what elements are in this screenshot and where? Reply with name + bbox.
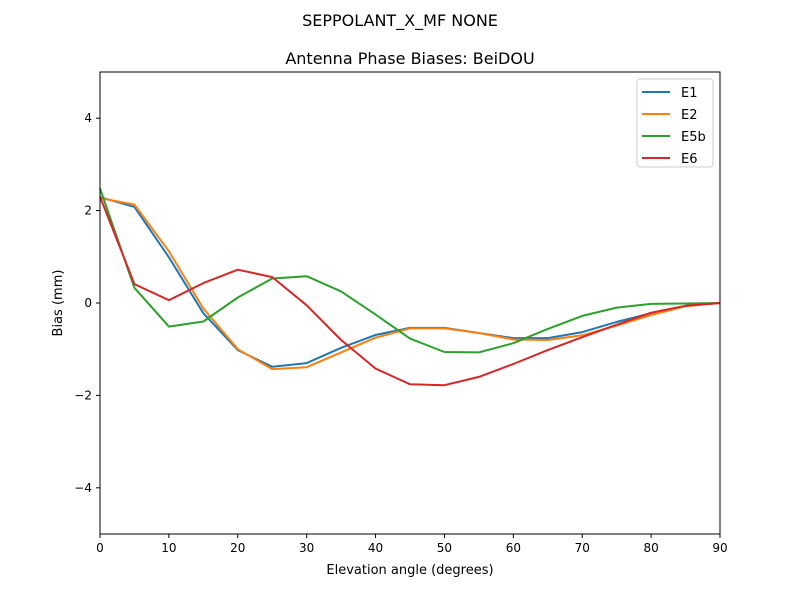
x-tick-label: 50 — [437, 541, 452, 555]
series-line-e1 — [99, 196, 721, 368]
y-axis-label: Bias (mm) — [51, 270, 66, 337]
x-tick-label: 60 — [506, 541, 521, 555]
y-tick-label: −4 — [74, 481, 92, 495]
x-tick-label: 70 — [575, 541, 590, 555]
x-tick-label: 0 — [96, 541, 104, 555]
legend-label: E6 — [681, 152, 698, 167]
series-line-e6 — [99, 196, 721, 387]
x-tick-label: 80 — [643, 541, 658, 555]
series-line-e2 — [99, 197, 721, 371]
y-tick-label: 2 — [84, 204, 92, 218]
chart-title: Antenna Phase Biases: BeiDOU — [285, 49, 534, 68]
series-line-e5b — [99, 188, 721, 354]
legend-label: E2 — [681, 108, 698, 123]
y-tick-label: 0 — [84, 296, 92, 310]
chart-suptitle: SEPPOLANT_X_MF NONE — [302, 11, 498, 31]
x-axis-label: Elevation angle (degrees) — [326, 563, 493, 578]
plot-area-frame — [99, 71, 721, 535]
x-tick-label: 10 — [161, 541, 176, 555]
legend: E1 E2 E5b E6 — [636, 78, 714, 168]
x-tick-label: 90 — [712, 541, 727, 555]
legend-label: E1 — [681, 86, 698, 101]
legend-label: E5b — [681, 130, 706, 145]
y-tick-label: 4 — [84, 111, 92, 125]
y-tick-label: −2 — [74, 388, 92, 402]
legend-box — [636, 78, 714, 168]
x-tick-label: 20 — [230, 541, 245, 555]
x-tick-label: 30 — [299, 541, 314, 555]
x-tick-label: 40 — [368, 541, 383, 555]
